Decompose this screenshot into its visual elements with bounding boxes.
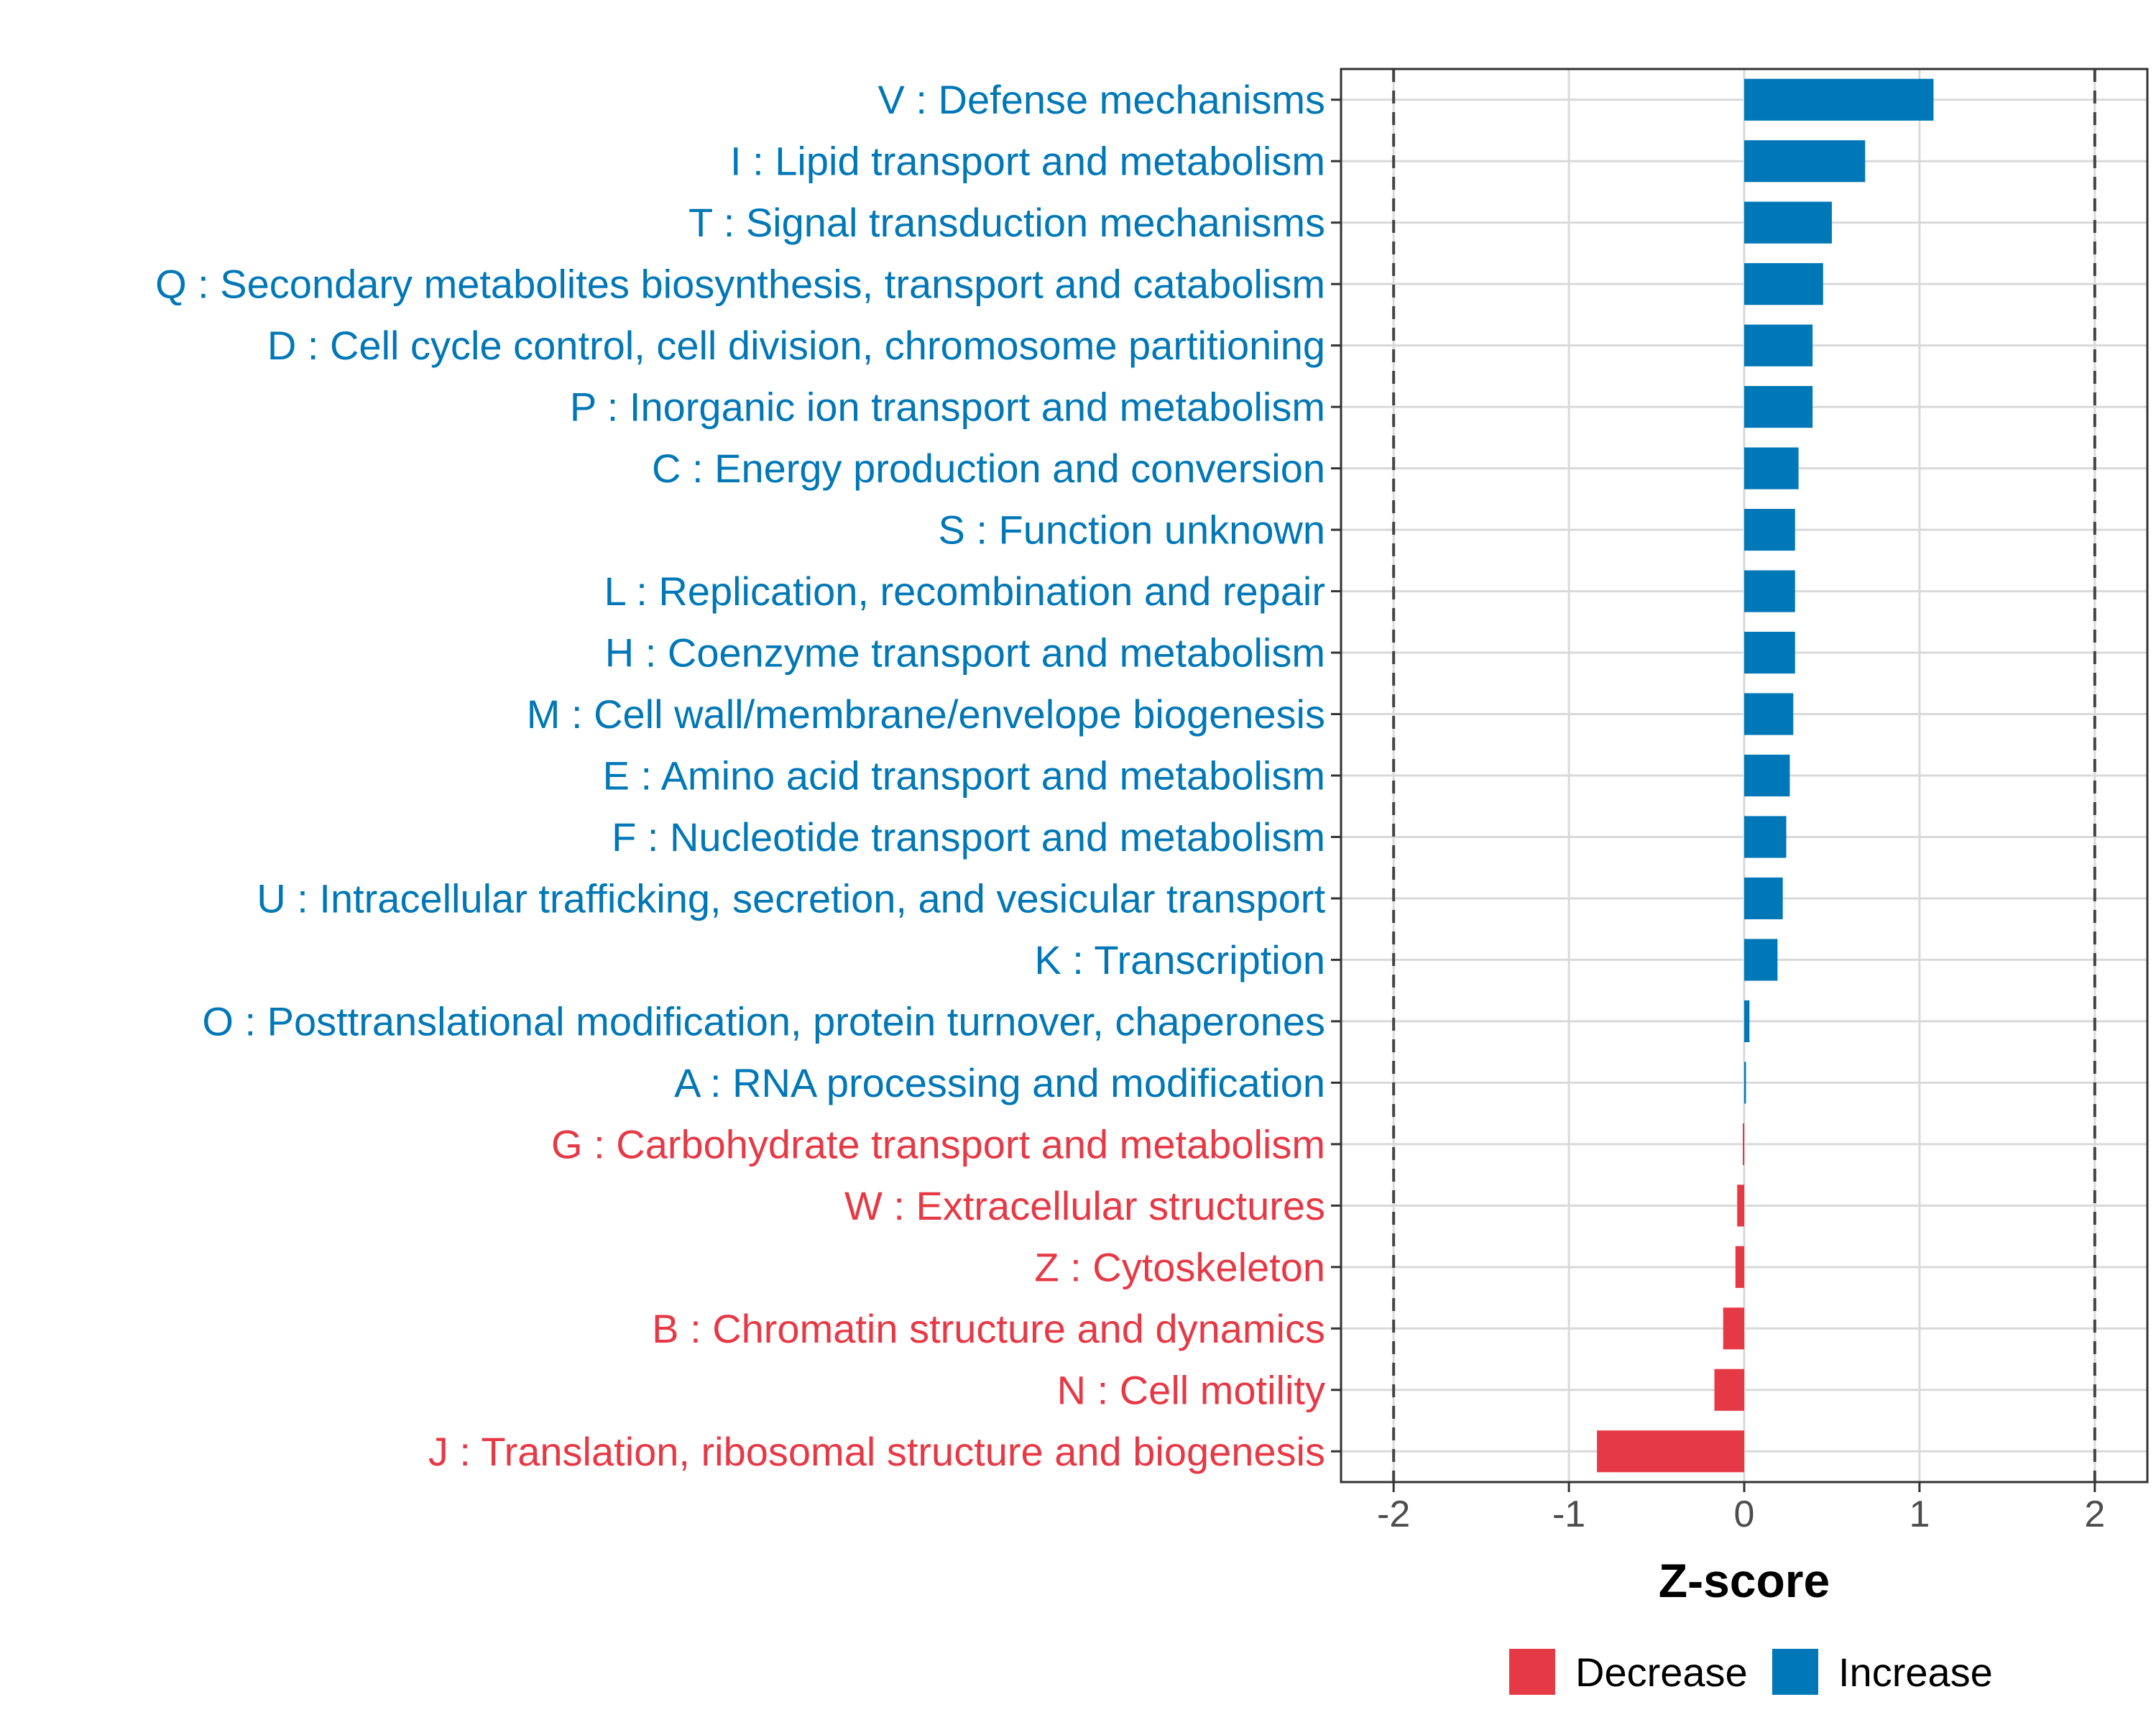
x-tick-label: 1 xyxy=(1909,1494,1930,1535)
category-label: V : Defense mechanisms xyxy=(878,77,1325,122)
category-label: K : Transcription xyxy=(1034,937,1325,983)
bar xyxy=(1744,1000,1750,1042)
category-label: F : Nucleotide transport and metabolism xyxy=(612,814,1325,860)
bars-layer xyxy=(1597,78,1934,1473)
x-axis-title: Z-score xyxy=(1659,1554,1830,1607)
bar xyxy=(1744,816,1787,858)
bar xyxy=(1735,1246,1744,1288)
bar xyxy=(1597,1430,1744,1473)
bar xyxy=(1744,263,1823,305)
bar xyxy=(1744,631,1795,674)
category-label: A : RNA processing and modification xyxy=(674,1060,1325,1105)
category-label: D : Cell cycle control, cell division, c… xyxy=(267,323,1325,368)
legend-swatch-increase xyxy=(1772,1649,1818,1695)
category-label: S : Function unknown xyxy=(938,507,1325,553)
category-labels: V : Defense mechanisms I : Lipid transpor… xyxy=(155,77,1325,1474)
category-label: O : Posttranslational modification, prot… xyxy=(202,998,1325,1044)
legend-swatch-decrease xyxy=(1509,1649,1555,1695)
category-label: W : Extracellular structures xyxy=(844,1183,1325,1228)
category-label: J : Translation, ribosomal structure and… xyxy=(428,1429,1325,1474)
category-label: Z : Cytoskeleton xyxy=(1034,1244,1325,1289)
category-label: I : Lipid transport and metabolism xyxy=(730,139,1325,184)
category-label: Q : Secondary metabolites biosynthesis, … xyxy=(155,262,1325,307)
legend: Decrease Increase xyxy=(1509,1649,1993,1695)
bar xyxy=(1744,140,1866,183)
category-label: T : Signal transduction mechanisms xyxy=(688,200,1325,245)
category-label: C : Energy production and conversion xyxy=(652,446,1325,491)
x-tick-label: -1 xyxy=(1552,1494,1585,1535)
category-label: N : Cell motility xyxy=(1057,1367,1325,1412)
bar xyxy=(1744,386,1813,428)
bar xyxy=(1714,1368,1744,1411)
bar xyxy=(1723,1307,1744,1350)
category-label: M : Cell wall/membrane/envelope biogenes… xyxy=(527,691,1325,737)
legend-label-increase: Increase xyxy=(1838,1650,1993,1695)
bar xyxy=(1744,754,1790,797)
bar xyxy=(1743,1123,1744,1165)
x-tick-label: 0 xyxy=(1734,1494,1755,1535)
bar xyxy=(1744,201,1832,244)
bar xyxy=(1744,877,1783,920)
bar xyxy=(1744,1062,1746,1104)
bar xyxy=(1744,693,1794,735)
axis-ticks xyxy=(1331,98,2096,1492)
category-label: B : Chromatin structure and dynamics xyxy=(652,1306,1325,1351)
x-tick-labels: -2 -1 0 1 2 xyxy=(1377,1494,2105,1535)
bar xyxy=(1744,570,1795,612)
category-label: P : Inorganic ion transport and metaboli… xyxy=(570,385,1325,430)
category-label: U : Intracellular trafficking, secretion… xyxy=(257,875,1325,921)
bar xyxy=(1744,939,1778,981)
legend-label-decrease: Decrease xyxy=(1575,1650,1748,1695)
category-label: H : Coenzyme transport and metabolism xyxy=(605,630,1325,676)
bar xyxy=(1737,1184,1744,1227)
category-label: E : Amino acid transport and metabolism xyxy=(603,753,1325,799)
bar xyxy=(1744,78,1934,121)
category-label: L : Replication, recombination and repai… xyxy=(604,569,1325,614)
bar xyxy=(1744,324,1813,367)
bar xyxy=(1744,509,1795,551)
x-tick-label: 2 xyxy=(2084,1494,2105,1535)
x-tick-label: -2 xyxy=(1377,1494,1410,1535)
bar xyxy=(1744,447,1799,489)
category-label: G : Carbohydrate transport and metabolis… xyxy=(551,1121,1325,1167)
